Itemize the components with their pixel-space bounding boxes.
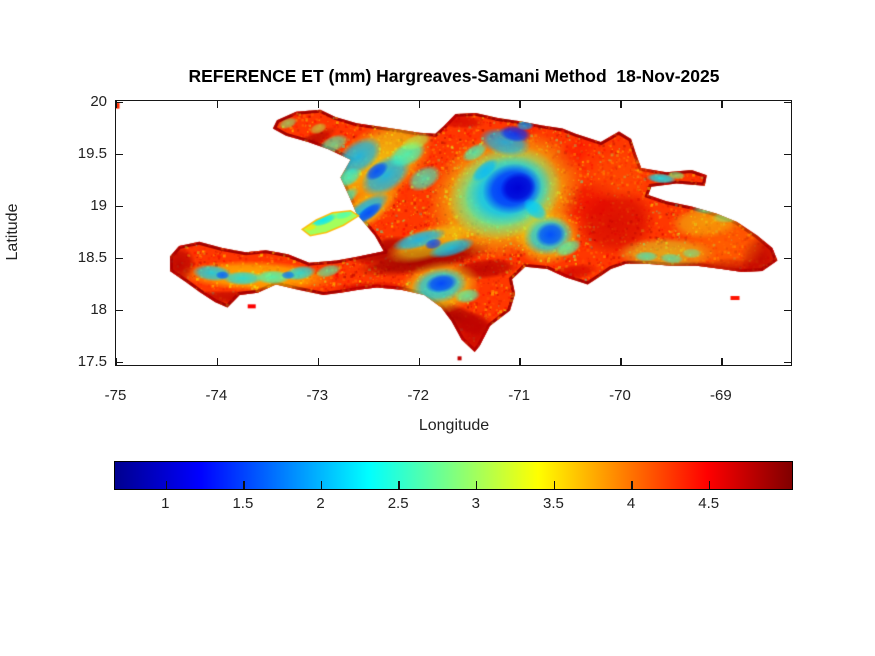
x-tick [317,358,319,365]
colorbar-tick-label: 3 [471,495,480,512]
x-tick-label: -72 [407,387,430,404]
x-tick-label: -70 [609,387,631,404]
colorbar [114,461,793,490]
y-tick-label: 17.5 [77,352,107,370]
colorbar-tick [476,481,478,489]
y-tick [116,153,123,156]
colorbar-tick [553,481,556,489]
y-tick [116,101,123,104]
y-tick-label: 18.5 [77,248,107,266]
x-tick [216,358,219,365]
y-tick-label: 20 [90,92,107,110]
y-tick [116,205,123,208]
y-tick [784,101,791,104]
x-tick [721,101,723,108]
x-tick-label: -69 [710,387,732,404]
y-tick [116,309,123,312]
x-tick-label: -74 [205,387,228,404]
x-tick-label: -71 [508,387,530,404]
colorbar-tick-label: 1 [161,495,170,512]
y-tick [784,257,791,260]
colorbar-tick [165,481,167,489]
x-tick [115,101,118,108]
x-tick [519,358,521,365]
colorbar-tick [243,481,245,489]
colorbar-gradient [115,462,792,489]
x-tick [620,358,622,365]
y-tick-label: 19.5 [77,144,107,162]
colorbar-tick [320,481,323,489]
plot-title: REFERENCE ET (mm) Hargreaves-Samani Meth… [188,66,720,86]
x-axis-label: Longitude [418,417,490,434]
y-tick [784,361,791,364]
y-tick [784,309,791,312]
x-tick [216,101,219,108]
colorbar-tick-label: 1.5 [232,495,254,512]
et-heatmap-canvas [116,101,791,365]
colorbar-tick [398,481,400,489]
y-tick [784,153,791,156]
y-tick-label: 19 [90,196,107,214]
colorbar-tick-label: 4.5 [698,495,720,512]
colorbar-tick-label: 2 [316,495,325,512]
x-tick [721,358,723,365]
x-tick-label: -73 [306,387,329,404]
x-tick [418,101,420,108]
colorbar-tick [709,481,711,489]
x-tick [620,101,622,108]
colorbar-tick-label: 3.5 [542,495,564,512]
colorbar-tick-label: 2.5 [387,495,409,512]
x-tick [519,101,521,108]
x-tick-label: -75 [104,387,127,404]
y-tick-label: 18 [90,300,107,318]
colorbar-tick-label: 4 [626,495,636,512]
y-tick [784,205,791,208]
colorbar-tick [631,481,633,489]
y-tick [116,257,123,260]
x-tick [317,101,319,108]
x-tick [115,358,118,365]
x-tick [418,358,420,365]
y-tick [116,361,123,364]
y-axis-label: Latitude [4,203,21,261]
map-plot-area [115,100,792,366]
